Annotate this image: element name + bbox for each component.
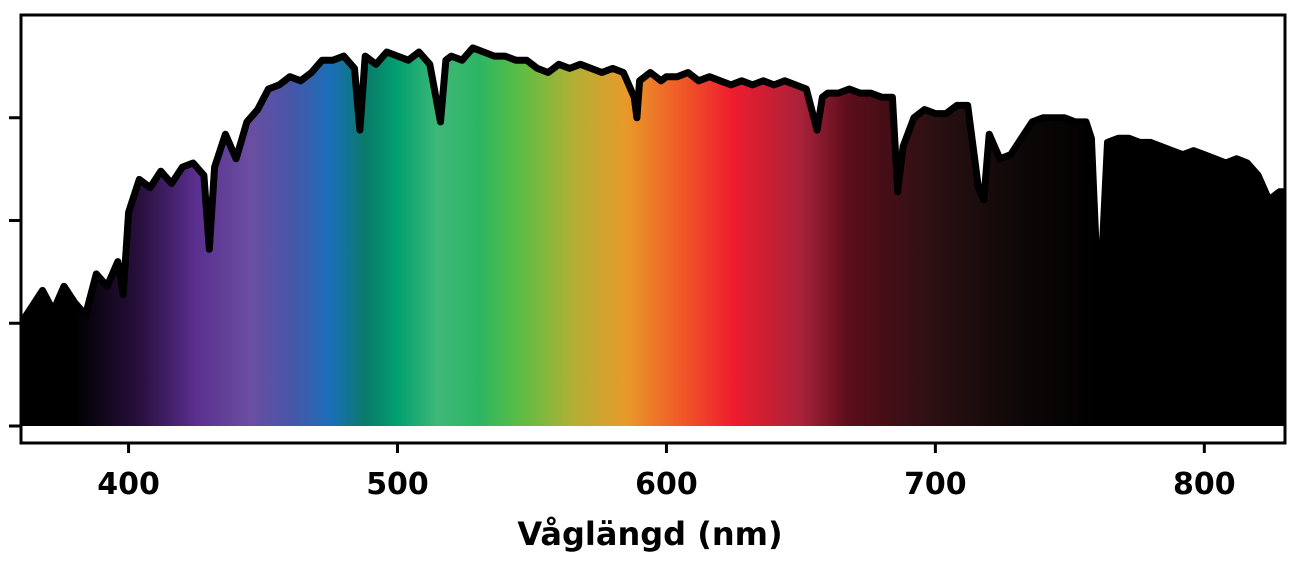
- x-tick-label: 800: [1173, 467, 1236, 502]
- x-axis-title: Våglängd (nm): [517, 515, 782, 553]
- plot-frame: [19, 13, 1287, 445]
- spectrum-line: [21, 44, 1285, 326]
- y-axis: [9, 116, 21, 428]
- x-tick-label: 400: [97, 467, 160, 502]
- x-tick-label: 700: [904, 467, 967, 502]
- x-tick-label: 500: [366, 467, 429, 502]
- x-axis: 400 500 600 700 800: [97, 443, 1236, 502]
- x-tick-label: 600: [635, 467, 698, 502]
